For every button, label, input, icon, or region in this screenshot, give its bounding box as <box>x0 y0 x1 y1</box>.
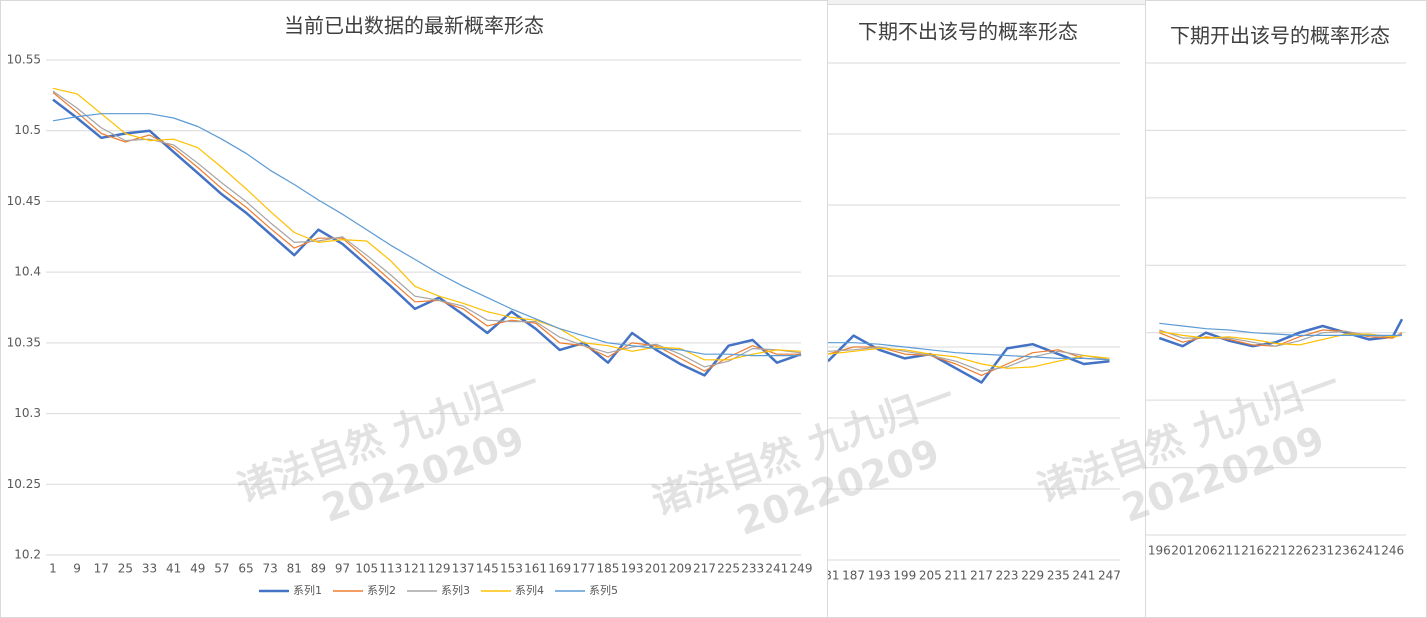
x-tick-label: 89 <box>311 562 326 576</box>
x-tick-label: 216 <box>1241 544 1264 558</box>
x-tick-label: 209 <box>669 562 692 576</box>
x-tick-label: 57 <box>214 562 229 576</box>
x-tick-label: 187 <box>842 569 865 583</box>
legend-label: 系列1 <box>293 583 322 597</box>
x-tick-label: 247 <box>1098 569 1121 583</box>
x-tick-label: 211 <box>944 569 967 583</box>
y-tick-label: 10.25 <box>7 477 41 491</box>
x-tick-label: 193 <box>868 569 891 583</box>
y-tick-label: 10.35 <box>7 335 41 349</box>
y-tick-label: 10.2 <box>14 548 41 562</box>
x-tick-label: 246 <box>1381 544 1404 558</box>
series-line <box>52 98 802 377</box>
x-tick-label: 206 <box>1195 544 1218 558</box>
x-tick-label: 201 <box>1171 544 1194 558</box>
series-line <box>52 92 801 372</box>
chart-panel: 下期不出该号的概率形态 18118719319920521121722322923… <box>827 4 1146 618</box>
y-tick-label: 10.55 <box>7 53 41 67</box>
series-line <box>1159 322 1402 336</box>
y-tick-label: 10.3 <box>14 406 41 420</box>
x-tick-label: 177 <box>572 562 595 576</box>
legend-label: 系列2 <box>367 583 396 597</box>
x-tick-label: 199 <box>893 569 916 583</box>
x-tick-label: 97 <box>335 562 350 576</box>
chart: 下期不出该号的概率形态 18118719319920521121722322923… <box>828 20 1121 583</box>
x-tick-label: 161 <box>524 562 547 576</box>
x-tick-label: 169 <box>548 562 571 576</box>
x-tick-label: 9 <box>73 562 81 576</box>
x-tick-label: 41 <box>166 562 181 576</box>
x-tick-label: 231 <box>1311 544 1334 558</box>
series-line <box>828 342 1110 361</box>
legend-label: 系列3 <box>441 583 470 597</box>
x-tick-label: 129 <box>428 562 451 576</box>
x-tick-label: 185 <box>597 562 620 576</box>
x-tick-label: 105 <box>355 562 378 576</box>
chart: 当前已出数据的最新概率形态 10.55 10.5 10.45 10.4 10.35 10.3… <box>7 14 813 598</box>
legend-label: 系列5 <box>589 583 618 597</box>
chart-title: 下期不出该号的概率形态 <box>858 20 1078 44</box>
series-line <box>828 346 1110 376</box>
series-line <box>52 113 801 357</box>
series-line <box>828 346 1110 372</box>
x-tick-label: 225 <box>717 562 740 576</box>
x-tick-label: 193 <box>621 562 644 576</box>
x-tick-label: 113 <box>379 562 402 576</box>
x-tick-label: 236 <box>1335 544 1358 558</box>
series-line <box>52 90 802 368</box>
x-tick-label: 25 <box>118 562 133 576</box>
x-tick-label: 235 <box>1047 569 1070 583</box>
x-tick-label: 241 <box>1072 569 1095 583</box>
x-tick-label: 121 <box>403 562 426 576</box>
x-tick-label: 241 <box>765 562 788 576</box>
x-tick-label: 249 <box>790 562 813 576</box>
y-tick-label: 10.45 <box>7 194 41 208</box>
x-tick-label: 49 <box>190 562 205 576</box>
x-tick-label: 17 <box>94 562 109 576</box>
x-tick-label: 65 <box>238 562 253 576</box>
x-tick-label: 196 <box>1148 544 1171 558</box>
x-tick-label: 73 <box>263 562 278 576</box>
x-tick-label: 33 <box>142 562 157 576</box>
x-tick-label: 145 <box>476 562 499 576</box>
x-tick-label: 211 <box>1218 544 1241 558</box>
x-tick-label: 226 <box>1288 544 1311 558</box>
series-line <box>52 87 802 361</box>
x-tick-label: 201 <box>645 562 668 576</box>
x-tick-label: 1 <box>49 562 57 576</box>
x-tick-label: 205 <box>919 569 942 583</box>
series-line <box>1158 318 1404 348</box>
x-tick-label: 229 <box>1021 569 1044 583</box>
chart-title: 下期开出该号的概率形态 <box>1170 24 1390 48</box>
chart-panel: 下期开出该号的概率形态 196 201 206 211 216 221 226 231 236 24… <box>1145 0 1427 618</box>
x-tick-label: 137 <box>452 562 475 576</box>
legend-label: 系列4 <box>515 583 544 597</box>
chart-panel: 当前已出数据的最新概率形态 10.55 10.5 10.45 10.4 10.35 10.3… <box>0 0 828 618</box>
x-tick-label: 233 <box>741 562 764 576</box>
chart-title: 当前已出数据的最新概率形态 <box>284 14 544 38</box>
y-tick-label: 10.5 <box>14 123 41 137</box>
x-tick-label: 223 <box>996 569 1019 583</box>
x-tick-label: 81 <box>287 562 302 576</box>
series-line <box>828 347 1110 369</box>
x-tick-label: 221 <box>1265 544 1288 558</box>
x-tick-label: 181 <box>828 569 839 583</box>
x-tick-label: 241 <box>1358 544 1381 558</box>
x-tick-label: 217 <box>693 562 716 576</box>
y-tick-label: 10.4 <box>14 265 41 279</box>
x-tick-label: 153 <box>500 562 523 576</box>
x-tick-label: 217 <box>970 569 993 583</box>
series-line <box>1159 330 1403 346</box>
